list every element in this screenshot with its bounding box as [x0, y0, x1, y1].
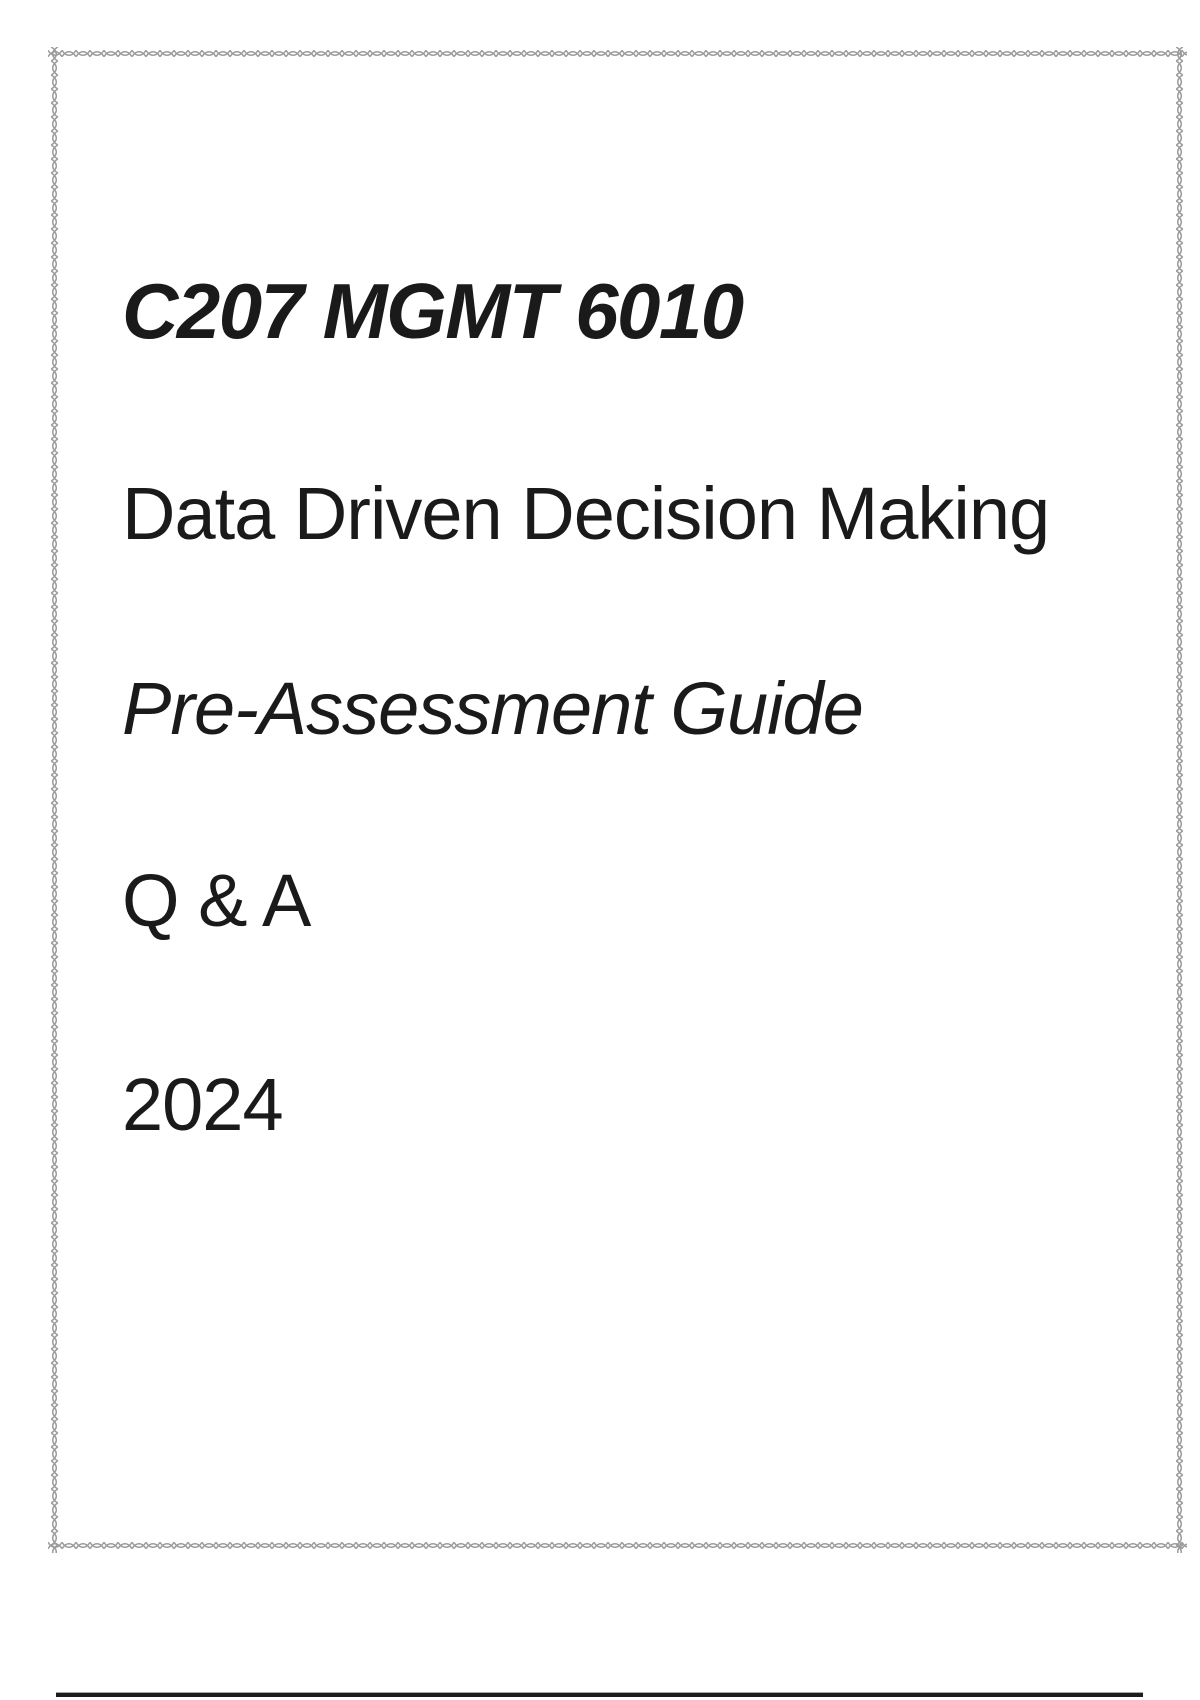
course-name: Data Driven Decision Making	[122, 472, 1050, 555]
zigzag-border-bottom	[48, 1539, 1187, 1553]
zigzag-border-left	[48, 47, 62, 1553]
footer-rule	[56, 1693, 1143, 1697]
zigzag-border-top	[48, 47, 1187, 61]
zigzag-border-right	[1173, 47, 1187, 1553]
decorative-zigzag-border	[48, 47, 1187, 1553]
year-label: 2024	[122, 1063, 284, 1146]
course-code-title: C207 MGMT 6010	[122, 267, 744, 355]
guide-title: Pre-Assessment Guide	[122, 667, 864, 750]
qa-label: Q & A	[122, 859, 311, 942]
